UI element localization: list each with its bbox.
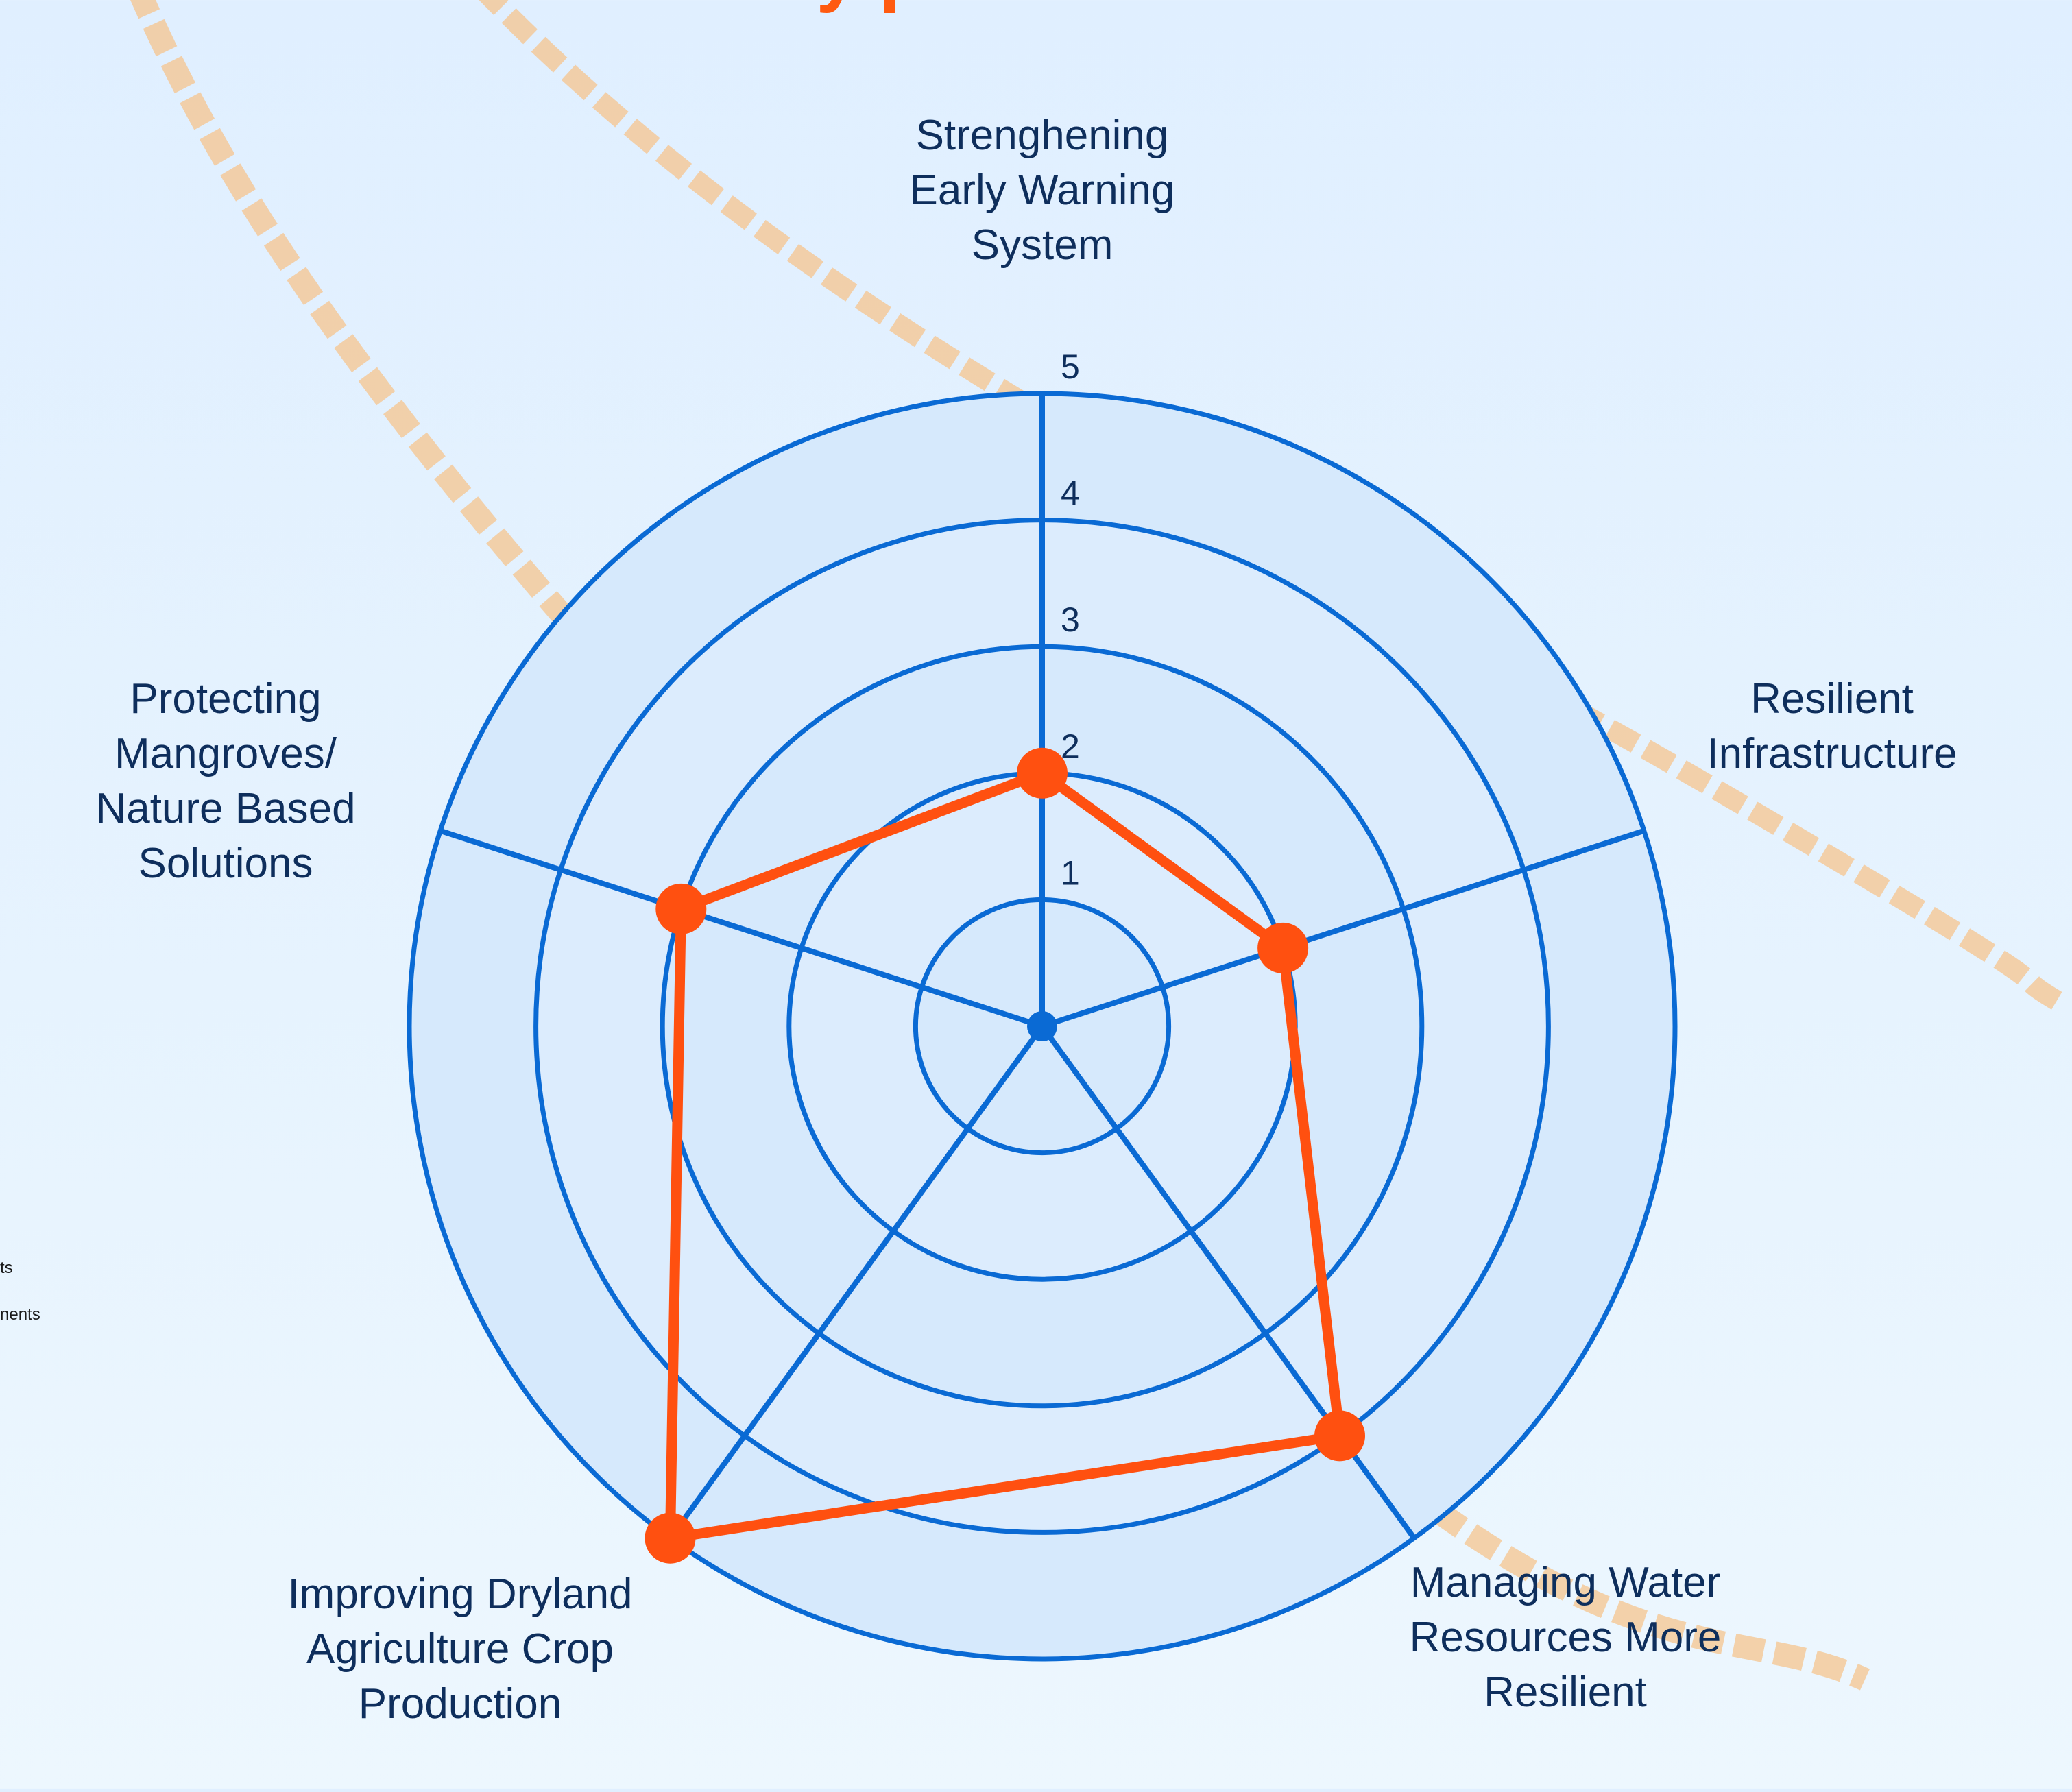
center-dot — [1027, 1011, 1057, 1041]
axis-label-1-line-3: System — [972, 221, 1113, 269]
axis-label-5-line-2: Mangroves/ — [115, 730, 337, 777]
axis-label-4: Improving Dryland Agriculture Crop Product… — [287, 1571, 632, 1728]
side-text-1: ts — [0, 1259, 13, 1277]
radar-labels: 1 2 3 4 5 Strenghening Early Warning System Resi… — [95, 112, 1957, 1728]
axis-label-1: Strenghening Early Warning System — [909, 112, 1174, 269]
axis-label-3-line-1: Managing Water — [1410, 1559, 1721, 1606]
spoke-2 — [1041, 827, 1646, 1029]
axis-label-5-line-3: Nature Based — [95, 785, 355, 832]
radar-series — [645, 747, 1366, 1564]
tick-label-1: 1 — [1061, 853, 1080, 892]
side-text-2: nents — [0, 1305, 40, 1324]
axis-label-2-line-2: Infrastructure — [1707, 730, 1957, 777]
chart-title-fragment: y p — [817, 0, 926, 14]
axis-label-4-line-2: Agriculture Crop — [306, 1625, 614, 1673]
spoke-4 — [668, 1024, 1045, 1540]
tick-label-3: 3 — [1061, 601, 1080, 639]
axis-label-4-line-3: Production — [359, 1680, 562, 1728]
series-1-point-3 — [1314, 1410, 1366, 1462]
axis-label-2: Resilient Infrastructure — [1707, 675, 1957, 777]
tick-label-4: 4 — [1061, 474, 1080, 513]
axis-label-5: Protecting Mangroves/Nature Based Solution… — [95, 675, 355, 887]
axis-label-3-line-2: Resources More — [1410, 1614, 1722, 1661]
series-1-point-5 — [655, 883, 707, 934]
axis-label-3: Managing Water Resources More Resilient — [1410, 1559, 1722, 1716]
tick-label-5: 5 — [1061, 348, 1080, 386]
axis-label-5-line-1: Protecting — [130, 675, 321, 723]
axis-label-1-line-1: Strenghening — [916, 112, 1169, 159]
axis-label-3-line-3: Resilient — [1484, 1669, 1647, 1716]
tick-label-2: 2 — [1061, 727, 1080, 766]
series-1-point-1 — [1017, 747, 1068, 799]
axis-label-1-line-2: Early Warning — [909, 167, 1174, 214]
series-1-point-2 — [1257, 922, 1309, 973]
spoke-5 — [439, 827, 1044, 1029]
radar-grid — [407, 391, 1678, 1662]
series-1-line — [664, 768, 1345, 1544]
axis-label-4-line-1: Improving Dryland — [287, 1571, 632, 1618]
axis-label-2-line-1: Resilient — [1750, 675, 1914, 723]
axis-label-5-line-4: Solutions — [138, 840, 313, 887]
series-1-point-4 — [645, 1512, 696, 1564]
